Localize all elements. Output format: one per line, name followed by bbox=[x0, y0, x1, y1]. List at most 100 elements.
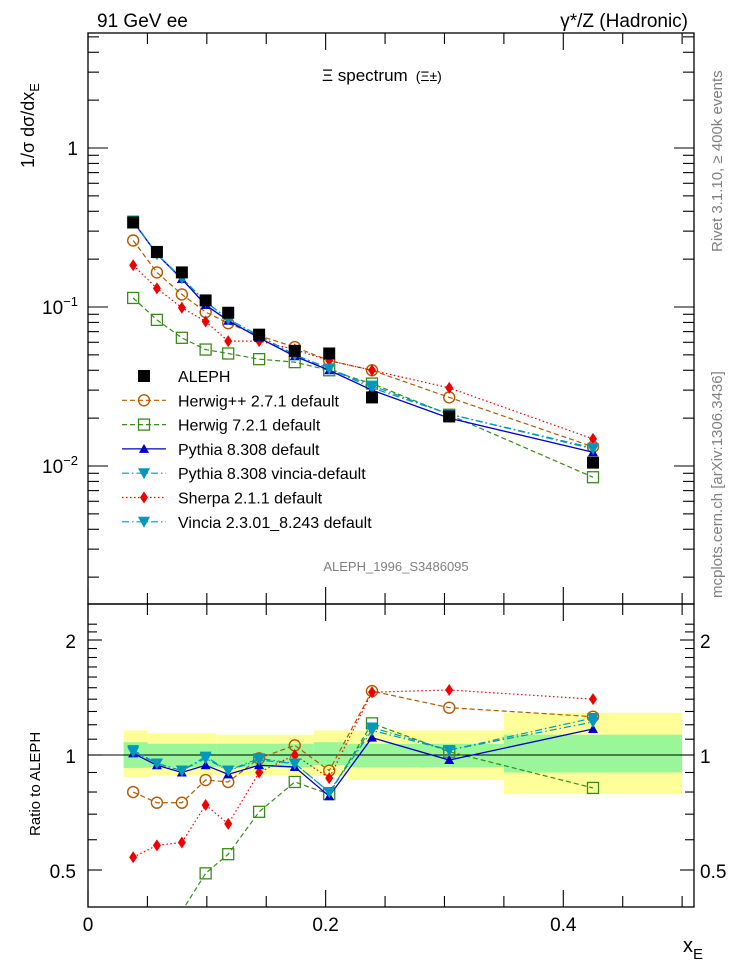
main-point bbox=[201, 315, 210, 328]
main-point bbox=[150, 266, 164, 279]
ratio-point bbox=[175, 796, 189, 809]
main-point bbox=[586, 471, 600, 484]
main-point bbox=[365, 380, 378, 392]
ratio-series-line bbox=[132, 689, 594, 858]
legend-marker bbox=[138, 468, 150, 480]
main-point bbox=[365, 391, 378, 404]
y-tick-label: 1 bbox=[67, 139, 78, 160]
ratio-y-tick-label-right: 0.5 bbox=[700, 862, 726, 883]
main-point bbox=[152, 282, 161, 295]
legend-entry: Vincia 2.3.01_8.243 default bbox=[122, 515, 372, 532]
main-point bbox=[175, 331, 189, 344]
main-point bbox=[150, 313, 164, 327]
ratio-point bbox=[199, 753, 212, 765]
main-point bbox=[323, 363, 336, 375]
legend-entry: ALEPH bbox=[138, 369, 230, 386]
ratio-point bbox=[443, 745, 456, 757]
ratio-point bbox=[366, 732, 377, 742]
main-point bbox=[127, 291, 140, 305]
ratio-point bbox=[588, 723, 598, 733]
ratio-point bbox=[222, 848, 235, 861]
legend-entry: Pythia 8.308 vincia-default bbox=[122, 466, 366, 483]
main-point bbox=[175, 266, 188, 279]
legend-marker bbox=[137, 394, 151, 407]
main-point bbox=[199, 294, 212, 307]
x-tick-label: 0 bbox=[83, 915, 94, 936]
x-tick-label: 0.2 bbox=[312, 915, 338, 936]
xlabel: xE bbox=[683, 935, 703, 963]
legend-marker bbox=[138, 516, 150, 528]
main-point bbox=[129, 259, 138, 272]
main-point bbox=[222, 306, 235, 319]
main-point bbox=[199, 343, 212, 356]
y-tick-label: 10−1 bbox=[42, 294, 78, 319]
main-point bbox=[323, 347, 336, 360]
ratio-point bbox=[589, 693, 597, 706]
ratio-series-line bbox=[132, 717, 594, 793]
main-point bbox=[587, 456, 599, 469]
ratio-point bbox=[323, 787, 336, 799]
ratio-point bbox=[586, 781, 600, 795]
ratio-point bbox=[290, 749, 299, 761]
main-series-line bbox=[132, 264, 594, 440]
ratio-point bbox=[129, 851, 138, 864]
legend-entry: Pythia 8.308 default bbox=[122, 442, 320, 459]
ratio-point bbox=[587, 712, 599, 724]
ratio-y-tick-label-left: 0.5 bbox=[50, 862, 76, 883]
ratio-point bbox=[288, 758, 301, 770]
legend-entry: Sherpa 2.1.1 default bbox=[122, 491, 323, 508]
main-point bbox=[175, 288, 189, 301]
ratio-ylabel: Ratio to ALEPH bbox=[27, 732, 44, 836]
ratio-point bbox=[288, 775, 301, 789]
ratio-y-tick-label-left: 2 bbox=[65, 632, 76, 653]
ratio-y-tick-label-right: 1 bbox=[700, 747, 711, 768]
legend-entry: Herwig 7.2.1 default bbox=[122, 418, 321, 435]
ratio-point bbox=[200, 760, 211, 770]
ratio-panel: 0 0.2 0.4 0.5 0.5 1 1 2 2 bbox=[50, 603, 726, 936]
main-point bbox=[222, 347, 235, 360]
legend-label: Herwig 7.2.1 default bbox=[178, 418, 321, 435]
main-point bbox=[126, 234, 140, 247]
main-point bbox=[367, 364, 376, 377]
legend-entry: Herwig++ 2.7.1 default bbox=[122, 393, 340, 410]
ratio-band-inner bbox=[503, 734, 683, 773]
main-point bbox=[127, 216, 140, 229]
ratio-point bbox=[175, 765, 188, 777]
ratio-point bbox=[365, 722, 378, 734]
ratio-point bbox=[222, 765, 235, 777]
ratio-y-tick-label-left: 1 bbox=[65, 747, 76, 768]
ratio-point bbox=[150, 758, 163, 770]
main-point bbox=[150, 245, 163, 258]
mcplots-label: mcplots.cern.ch [arXiv:1306.3436] bbox=[709, 371, 726, 598]
ratio-point bbox=[150, 796, 164, 809]
main-point bbox=[445, 381, 454, 394]
main-point bbox=[252, 352, 266, 366]
ratio-point bbox=[199, 867, 212, 880]
ratio-point bbox=[367, 686, 376, 699]
ratio-band-inner bbox=[313, 742, 349, 766]
legend-label: Pythia 8.308 default bbox=[178, 442, 320, 459]
rivet-label: Rivet 3.1.10, ≥ 400k events bbox=[709, 70, 726, 252]
legend-marker bbox=[137, 418, 151, 431]
legend-label: ALEPH bbox=[178, 369, 230, 386]
legend-marker bbox=[139, 443, 149, 453]
main-ylabel: 1/σ dσ/dxE bbox=[18, 83, 42, 168]
plot-title-main: Ξ spectrum bbox=[322, 66, 408, 85]
ratio-point bbox=[152, 839, 161, 852]
ratio-point bbox=[126, 785, 140, 799]
main-point bbox=[288, 344, 301, 357]
right-title: γ*/Z (Hadronic) bbox=[560, 11, 688, 32]
x-tick-label: 0.4 bbox=[550, 915, 577, 936]
analysis-label: ALEPH_1996_S3486095 bbox=[323, 559, 468, 574]
ratio-point bbox=[177, 836, 186, 849]
ratio-series-line bbox=[183, 722, 594, 907]
main-point bbox=[587, 442, 599, 454]
legend-label: Pythia 8.308 vincia-default bbox=[178, 466, 366, 483]
ratio-point bbox=[199, 773, 212, 787]
plot-title-suffix: (Ξ±) bbox=[416, 68, 442, 84]
legend-marker bbox=[138, 370, 150, 382]
main-point bbox=[224, 335, 233, 348]
main-series-line bbox=[132, 220, 594, 449]
main-point bbox=[177, 301, 186, 314]
